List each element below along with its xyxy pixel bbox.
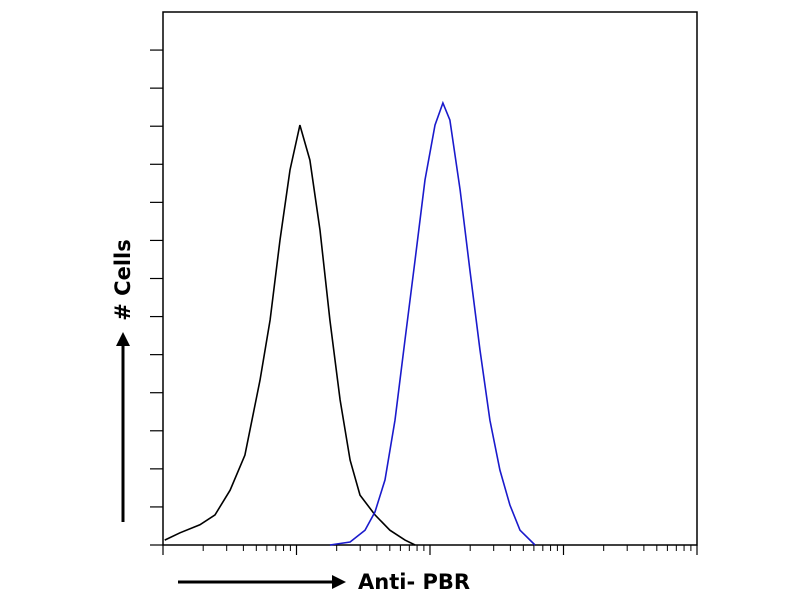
plot-frame <box>162 11 698 546</box>
histogram-line <box>329 100 536 546</box>
y-axis-label: # Cells <box>111 239 135 320</box>
x-arrow-head <box>332 575 346 589</box>
histogram-line <box>164 124 416 546</box>
y-arrow-head <box>116 332 130 346</box>
x-axis-label: Anti- PBR <box>358 570 470 594</box>
